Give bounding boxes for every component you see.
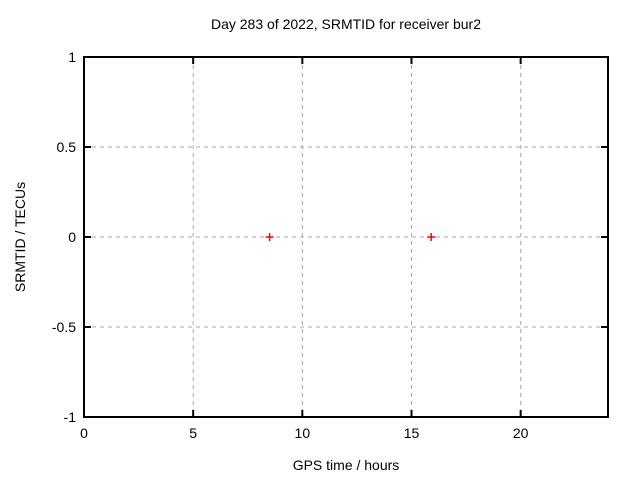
y-tick-label: -1 (64, 409, 77, 425)
data-point (427, 233, 436, 241)
chart-title: Day 283 of 2022, SRMTID for receiver bur… (210, 16, 481, 32)
x-tick-label: 15 (404, 425, 420, 441)
x-tick-label: 10 (295, 425, 311, 441)
x-axis-label: GPS time / hours (292, 457, 400, 473)
x-tick-label: 0 (80, 425, 88, 441)
plot-border (83, 56, 609, 418)
y-tick-label: 0.5 (57, 139, 77, 155)
y-tick-label: -0.5 (52, 319, 76, 335)
x-tick-label: 5 (189, 425, 197, 441)
x-tick-label: 20 (513, 425, 529, 441)
data-point (265, 233, 274, 241)
y-tick-label: 0 (68, 229, 76, 245)
y-tick-label: 1 (68, 49, 76, 65)
